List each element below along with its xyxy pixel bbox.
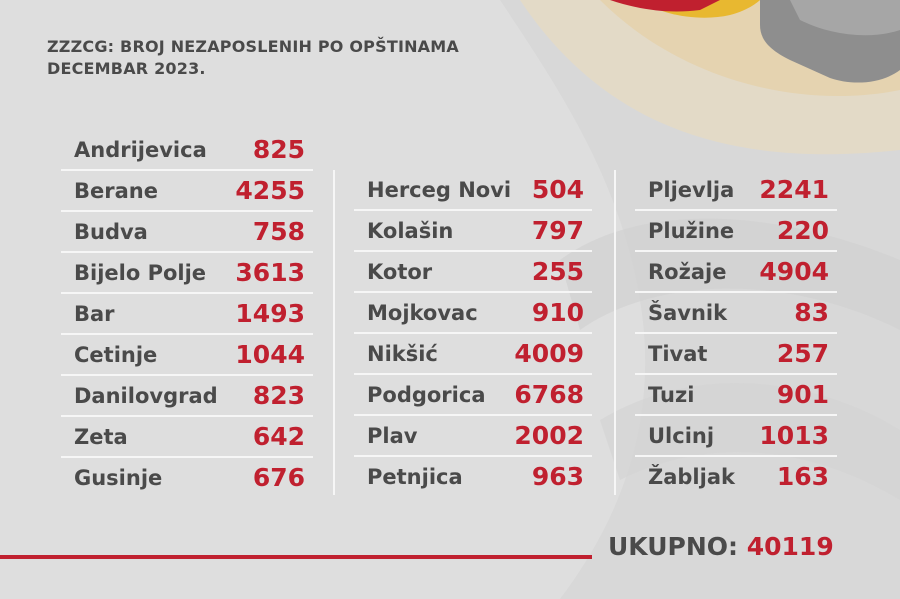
column-1: Andrijevica 825 Berane 4255 Budva 758 Bijel… bbox=[61, 130, 313, 497]
table-row: Plužine 220 bbox=[635, 211, 837, 252]
municipality-name: Danilovgrad bbox=[74, 383, 218, 408]
municipality-name: Žabljak bbox=[648, 464, 735, 489]
municipality-name: Nikšić bbox=[367, 341, 438, 366]
municipality-name: Bijelo Polje bbox=[74, 260, 207, 285]
municipality-name: Herceg Novi bbox=[367, 177, 512, 202]
municipality-name: Plav bbox=[367, 423, 418, 448]
total-summary: UKUPNO: 40119 bbox=[608, 532, 834, 561]
unemployed-count: 4904 bbox=[759, 257, 829, 286]
unemployed-count: 758 bbox=[252, 217, 305, 246]
table-row: Cetinje 1044 bbox=[61, 335, 313, 376]
table-row: Tivat 257 bbox=[635, 334, 837, 375]
table-row: Žabljak 163 bbox=[635, 457, 837, 496]
table-row: Plav 2002 bbox=[354, 416, 592, 457]
unemployed-count: 255 bbox=[531, 257, 584, 286]
unemployed-count: 797 bbox=[531, 216, 584, 245]
unemployed-count: 901 bbox=[776, 380, 829, 409]
table-row: Šavnik 83 bbox=[635, 293, 837, 334]
table-row: Petnjica 963 bbox=[354, 457, 592, 496]
unemployed-count: 1044 bbox=[235, 340, 305, 369]
table-row: Budva 758 bbox=[61, 212, 313, 253]
unemployed-count: 1013 bbox=[759, 421, 829, 450]
table-row: Berane 4255 bbox=[61, 171, 313, 212]
column-3: Pljevlja 2241 Plužine 220 Rožaje 4904 Šavni… bbox=[635, 170, 837, 496]
unemployed-count: 910 bbox=[531, 298, 584, 327]
unemployed-count: 220 bbox=[776, 216, 829, 245]
title-line-2: DECEMBAR 2023. bbox=[47, 59, 206, 78]
unemployed-count: 2002 bbox=[514, 421, 584, 450]
title-line-1: ZZZCG: BROJ NEZAPOSLENIH PO OPŠTINAMA bbox=[47, 37, 459, 56]
table-row: Danilovgrad 823 bbox=[61, 376, 313, 417]
municipality-name: Tuzi bbox=[648, 382, 695, 407]
municipality-name: Bar bbox=[74, 301, 115, 326]
unemployed-count: 4255 bbox=[235, 176, 305, 205]
unemployed-count: 963 bbox=[531, 462, 584, 491]
table-row: Tuzi 901 bbox=[635, 375, 837, 416]
municipality-name: Berane bbox=[74, 178, 158, 203]
municipality-name: Rožaje bbox=[648, 259, 727, 284]
municipality-name: Andrijevica bbox=[74, 137, 207, 162]
unemployed-count: 2241 bbox=[759, 175, 829, 204]
table-row: Andrijevica 825 bbox=[61, 130, 313, 171]
municipality-name: Cetinje bbox=[74, 342, 158, 367]
unemployed-count: 6768 bbox=[514, 380, 584, 409]
table-row: Rožaje 4904 bbox=[635, 252, 837, 293]
unemployed-count: 642 bbox=[252, 422, 305, 451]
municipality-name: Plužine bbox=[648, 218, 735, 243]
municipality-name: Kotor bbox=[367, 259, 433, 284]
table-row: Kotor 255 bbox=[354, 252, 592, 293]
table-row: Bar 1493 bbox=[61, 294, 313, 335]
table-row: Gusinje 676 bbox=[61, 458, 313, 497]
unemployed-count: 3613 bbox=[235, 258, 305, 287]
column-divider bbox=[333, 170, 335, 495]
table-row: Bijelo Polje 3613 bbox=[61, 253, 313, 294]
total-label: UKUPNO: bbox=[608, 532, 739, 561]
unemployed-count: 257 bbox=[776, 339, 829, 368]
municipality-name: Mojkovac bbox=[367, 300, 478, 325]
table-row: Mojkovac 910 bbox=[354, 293, 592, 334]
table-row: Kolašin 797 bbox=[354, 211, 592, 252]
page-title: ZZZCG: BROJ NEZAPOSLENIH PO OPŠTINAMA DE… bbox=[47, 36, 459, 80]
unemployed-count: 4009 bbox=[514, 339, 584, 368]
table-row: Pljevlja 2241 bbox=[635, 170, 837, 211]
table-row: Ulcinj 1013 bbox=[635, 416, 837, 457]
municipality-name: Petnjica bbox=[367, 464, 463, 489]
column-divider bbox=[614, 170, 616, 495]
unemployed-count: 676 bbox=[252, 463, 305, 492]
unemployed-count: 163 bbox=[776, 462, 829, 491]
municipality-name: Budva bbox=[74, 219, 148, 244]
municipality-name: Zeta bbox=[74, 424, 128, 449]
table-row: Podgorica 6768 bbox=[354, 375, 592, 416]
municipality-name: Kolašin bbox=[367, 218, 454, 243]
municipality-name: Pljevlja bbox=[648, 177, 735, 202]
total-value: 40119 bbox=[746, 532, 834, 561]
table-row: Nikšić 4009 bbox=[354, 334, 592, 375]
municipality-name: Tivat bbox=[648, 341, 708, 366]
unemployed-count: 504 bbox=[531, 175, 584, 204]
municipality-name: Šavnik bbox=[648, 300, 728, 325]
unemployed-count: 1493 bbox=[235, 299, 305, 328]
municipality-name: Podgorica bbox=[367, 382, 486, 407]
unemployed-count: 83 bbox=[794, 298, 829, 327]
column-2: Herceg Novi 504 Kolašin 797 Kotor 255 Mojko… bbox=[354, 170, 592, 496]
municipality-name: Gusinje bbox=[74, 465, 163, 490]
unemployed-count: 823 bbox=[252, 381, 305, 410]
accent-divider-line bbox=[0, 555, 592, 559]
table-row: Herceg Novi 504 bbox=[354, 170, 592, 211]
municipality-name: Ulcinj bbox=[648, 423, 715, 448]
unemployed-count: 825 bbox=[252, 135, 305, 164]
table-row: Zeta 642 bbox=[61, 417, 313, 458]
